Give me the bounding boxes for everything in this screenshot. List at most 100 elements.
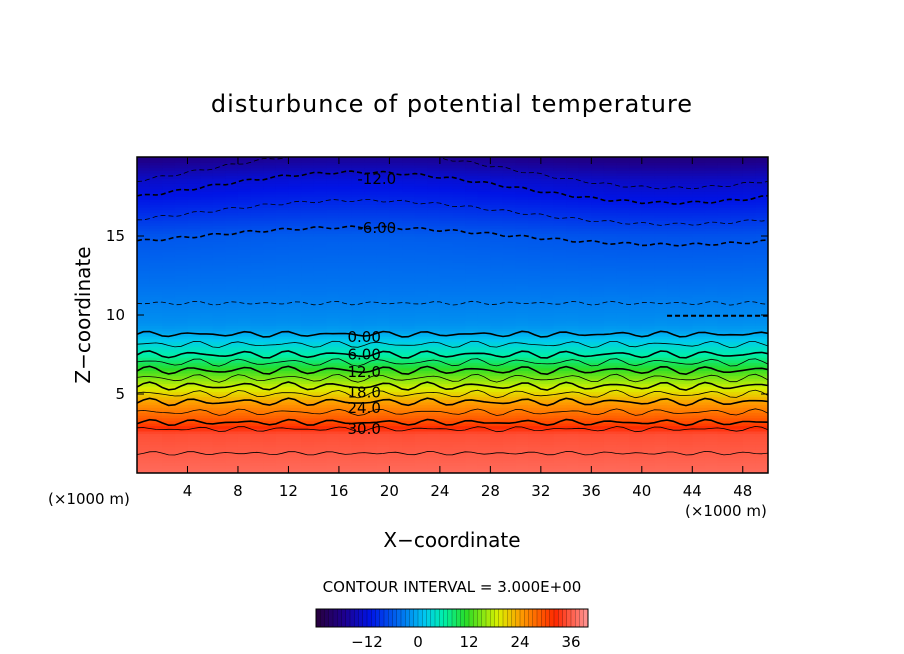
field-cell [755,459,768,464]
field-cell [364,417,378,421]
field-cell [477,417,491,421]
field-cell [742,422,756,427]
field-cell [477,212,491,216]
field-cell [187,315,201,319]
field-cell [338,286,353,290]
field-cell [162,217,176,221]
field-cell [730,272,744,277]
field-cell [717,304,731,308]
field-cell [490,286,504,290]
field-cell [553,209,567,213]
field-cell [288,278,302,282]
field-cell [654,430,668,435]
field-cell [301,220,315,224]
field-cell [704,338,719,342]
field-cell [591,222,605,227]
field-cell [679,270,693,274]
field-cell [389,212,403,216]
field-cell [566,467,580,471]
field-cell [603,415,618,419]
field-cell [553,449,567,453]
field-cell [288,230,302,234]
field-cell [591,380,605,385]
field-cell [591,404,605,408]
field-cell [288,412,302,416]
field-cell [427,417,441,421]
field-cell [288,214,302,219]
field-cell [439,233,454,237]
field-cell [730,217,744,221]
field-cell [553,291,567,295]
field-cell [603,301,618,306]
field-cell [515,438,529,442]
field-cell [137,312,151,316]
field-cell [641,336,656,340]
field-cell [641,396,656,400]
field-cell [616,391,630,395]
field-cell [755,354,768,358]
field-cell [225,451,239,456]
field-cell [351,375,365,379]
field-cell [515,415,529,419]
field-cell [376,243,390,248]
field-cell [414,233,428,237]
field-cell [313,283,327,287]
field-cell [502,462,517,466]
field-cell [137,315,151,319]
field-cell [212,346,226,350]
field-cell [313,301,327,306]
field-cell [528,346,542,350]
field-cell [174,459,189,464]
field-cell [162,257,176,261]
field-cell [528,293,542,298]
field-cell [528,362,542,366]
field-cell [755,317,768,321]
field-cell [250,459,264,464]
field-cell [629,338,643,342]
field-cell [250,262,264,266]
field-cell [326,272,340,277]
field-cell [603,228,618,232]
field-cell [704,425,719,429]
field-cell [376,333,390,337]
field-cell [212,286,226,290]
field-cell [212,446,226,450]
field-cell [629,280,643,284]
field-cell [616,459,630,464]
field-cell [717,278,731,282]
field-cell [389,283,403,287]
field-cell [730,257,744,261]
field-cell [187,264,201,269]
field-cell [515,233,529,237]
field-cell [338,388,353,392]
field-cell [263,243,277,248]
field-cell [515,241,529,245]
field-cell [187,214,201,219]
field-cell [616,446,630,450]
field-cell [137,428,151,432]
field-cell [427,470,441,473]
field-cell [566,220,580,224]
field-cell [200,238,214,242]
field-cell [616,336,630,340]
field-cell [364,217,378,221]
field-cell [389,407,403,411]
field-cell [174,246,189,250]
field-cell [578,436,592,440]
field-cell [427,451,441,456]
field-cell [490,225,504,229]
field-cell [667,220,681,224]
field-cell [667,407,681,411]
field-cell [742,457,756,461]
field-cell [490,425,504,429]
field-cell [452,365,466,369]
field-cell [515,383,529,387]
field-cell [667,309,681,313]
field-cell [755,243,768,248]
field-cell [351,470,365,473]
field-cell [452,449,466,453]
field-cell [528,459,542,464]
field-cell [452,238,466,242]
field-cell [137,394,151,398]
field-cell [679,325,693,329]
